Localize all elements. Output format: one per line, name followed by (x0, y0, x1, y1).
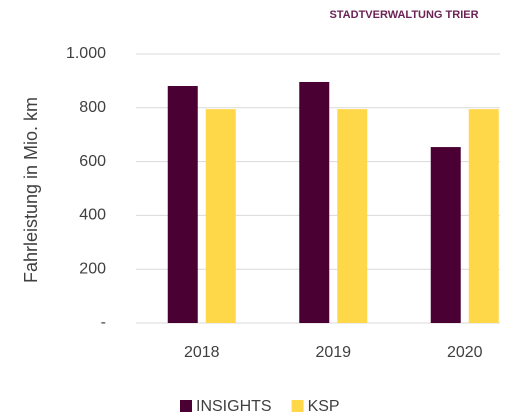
bar (430, 147, 461, 323)
bar (468, 109, 499, 324)
y-tick-label: 400 (79, 207, 106, 224)
bar (299, 81, 330, 323)
legend-swatch (180, 400, 192, 412)
y-tick-label: - (101, 314, 106, 331)
bar (205, 109, 236, 324)
bar (337, 109, 368, 324)
y-tick-label: 800 (79, 99, 106, 116)
legend-label: INSIGHTS (196, 398, 272, 415)
x-tick-label: 2020 (447, 344, 483, 361)
y-tick-label: 1.000 (66, 45, 106, 62)
y-axis-label: Fahrleistung in Mio. km (21, 97, 41, 283)
legend-swatch (291, 400, 304, 412)
bar (167, 86, 198, 323)
x-tick-label: 2018 (184, 344, 220, 361)
y-tick-label: 600 (79, 153, 106, 170)
legend-label: KSP (308, 398, 340, 415)
x-tick-label: 2019 (315, 344, 351, 361)
chart-title: STADTVERWALTUNG TRIER (329, 9, 478, 21)
y-tick-label: 200 (79, 260, 106, 277)
